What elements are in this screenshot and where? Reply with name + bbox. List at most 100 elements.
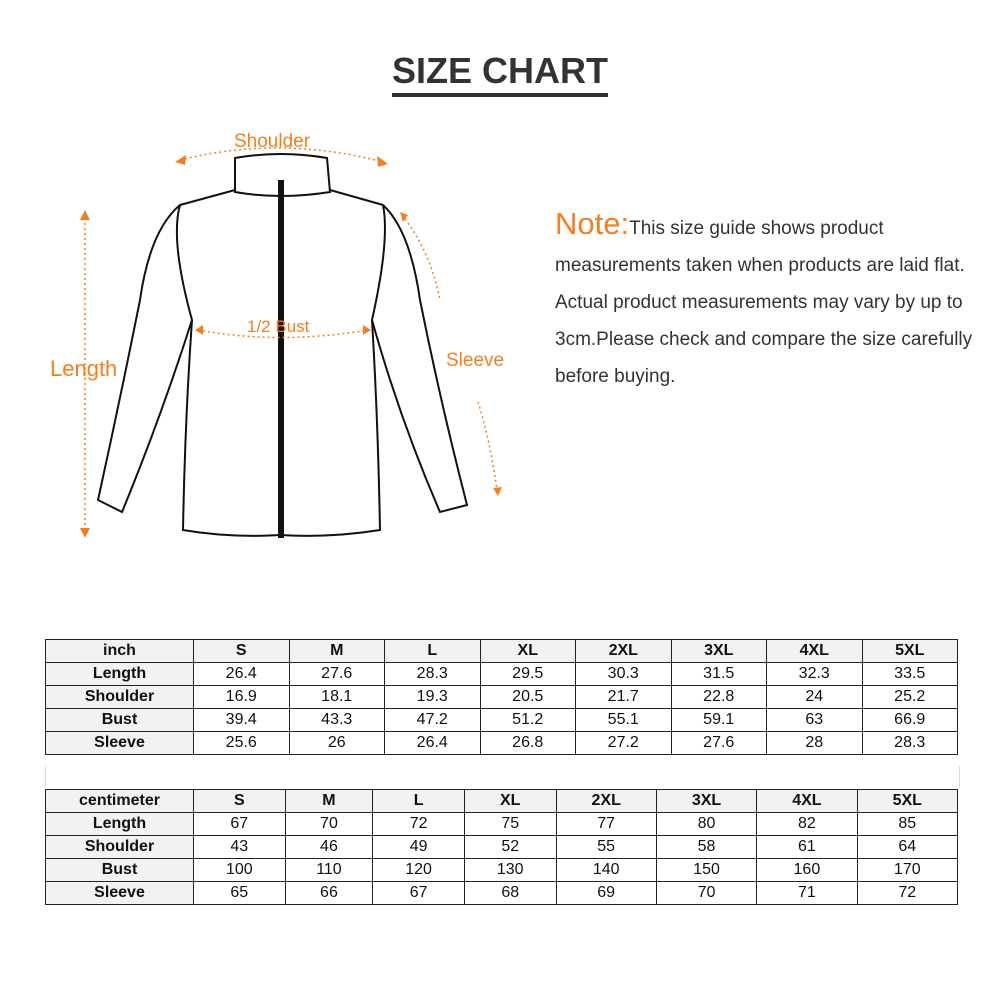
- size-header: 5XL: [861, 639, 958, 663]
- table-row: Sleeve 25.6 26 26.4 26.8 27.2 27.6 28 28.3: [45, 731, 958, 755]
- size-header: XL: [463, 789, 557, 813]
- row-label: Sleeve: [45, 881, 194, 905]
- value-cell: 26.8: [479, 731, 576, 755]
- inch-table: inch S M L XL 2XL 3XL 4XL 5XL Length 26.4 27.6 28.3 2…: [45, 639, 958, 755]
- sleeve-label: Sleeve: [446, 350, 505, 371]
- value-cell: 52: [463, 835, 557, 859]
- row-label: Shoulder: [45, 835, 194, 859]
- value-cell: 67: [193, 812, 286, 836]
- value-cell: 63: [766, 708, 863, 732]
- value-cell: 75: [463, 812, 557, 836]
- note-text: This size guide shows product measuremen…: [555, 218, 973, 387]
- jacket-left-sleeve: [96, 204, 193, 514]
- shoulder-label: Shoulder: [234, 131, 311, 152]
- row-label: Shoulder: [45, 685, 194, 709]
- jacket-right-sleeve: [371, 204, 469, 514]
- value-cell: 65: [193, 881, 286, 905]
- size-header: XL: [479, 639, 576, 663]
- value-cell: 61: [756, 835, 858, 859]
- value-cell: 21.7: [575, 685, 672, 709]
- value-cell: 33.5: [861, 662, 958, 686]
- value-cell: 29.5: [479, 662, 576, 686]
- value-cell: 22.8: [670, 685, 767, 709]
- value-cell: 19.3: [384, 685, 481, 709]
- value-cell: 68: [463, 881, 557, 905]
- row-label: Length: [45, 812, 194, 836]
- value-cell: 26.4: [193, 662, 290, 686]
- sleeve-arrow-lower: [477, 401, 498, 491]
- table-row: Length 26.4 27.6 28.3 29.5 30.3 31.5 32.3 33.5: [45, 662, 958, 686]
- table-row: Bust 100 110 120 130 140 150 160 170: [45, 858, 959, 882]
- shoulder-arrow: [179, 147, 384, 163]
- header-row: centimeter S M L XL 2XL 3XL 4XL 5XL: [45, 789, 959, 813]
- value-cell: 27.2: [575, 731, 672, 755]
- table-row: Length 67 70 72 75 77 80 82 85: [45, 812, 959, 836]
- table-spacer: [45, 766, 960, 788]
- value-cell: 59.1: [670, 708, 767, 732]
- value-cell: 16.9: [193, 685, 290, 709]
- value-cell: 46: [284, 835, 374, 859]
- value-cell: 30.3: [575, 662, 672, 686]
- title-text: SIZE CHART: [392, 50, 608, 97]
- bust-label: 1/2 Bust: [247, 317, 310, 336]
- value-cell: 150: [655, 858, 758, 882]
- value-cell: 70: [284, 812, 374, 836]
- value-cell: 39.4: [193, 708, 290, 732]
- value-cell: 25.6: [193, 731, 290, 755]
- value-cell: 27.6: [288, 662, 385, 686]
- value-cell: 85: [856, 812, 959, 836]
- length-label: Length: [50, 356, 118, 381]
- size-header: M: [288, 639, 385, 663]
- size-header: S: [193, 639, 290, 663]
- value-cell: 24: [766, 685, 863, 709]
- note-heading: Note:: [555, 206, 630, 241]
- value-cell: 28.3: [384, 662, 481, 686]
- unit-cell: centimeter: [45, 789, 194, 813]
- value-cell: 72: [372, 812, 465, 836]
- value-cell: 77: [555, 812, 657, 836]
- value-cell: 70: [655, 881, 758, 905]
- value-cell: 43.3: [288, 708, 385, 732]
- value-cell: 66.9: [861, 708, 958, 732]
- note: Note:This size guide shows product measu…: [555, 205, 975, 395]
- value-cell: 55: [555, 835, 657, 859]
- size-header: L: [372, 789, 465, 813]
- size-header: 2XL: [555, 789, 657, 813]
- value-cell: 71: [756, 881, 858, 905]
- value-cell: 31.5: [670, 662, 767, 686]
- row-label: Bust: [45, 708, 194, 732]
- size-header: 2XL: [575, 639, 672, 663]
- table-row: Sleeve 65 66 67 68 69 70 71 72: [45, 881, 959, 905]
- jacket-collar: [234, 153, 332, 197]
- size-header: 3XL: [670, 639, 767, 663]
- value-cell: 160: [756, 858, 858, 882]
- size-header: L: [384, 639, 481, 663]
- size-header: 5XL: [856, 789, 959, 813]
- sleeve-arrow-upper: [401, 214, 441, 301]
- value-cell: 26.4: [384, 731, 481, 755]
- value-cell: 130: [463, 858, 557, 882]
- row-label: Length: [45, 662, 194, 686]
- value-cell: 69: [555, 881, 657, 905]
- row-label: Bust: [45, 858, 194, 882]
- size-header: 3XL: [655, 789, 758, 813]
- table-row: Shoulder 43 46 49 52 55 58 61 64: [45, 835, 959, 859]
- table-row: Bust 39.4 43.3 47.2 51.2 55.1 59.1 63 66.9: [45, 708, 958, 732]
- value-cell: 25.2: [861, 685, 958, 709]
- size-header: M: [284, 789, 374, 813]
- value-cell: 32.3: [766, 662, 863, 686]
- value-cell: 120: [372, 858, 465, 882]
- value-cell: 49: [372, 835, 465, 859]
- value-cell: 27.6: [670, 731, 767, 755]
- value-cell: 55.1: [575, 708, 672, 732]
- value-cell: 58: [655, 835, 758, 859]
- unit-cell: inch: [45, 639, 194, 663]
- jacket-illustration: [80, 147, 502, 538]
- value-cell: 67: [372, 881, 465, 905]
- value-cell: 170: [856, 858, 959, 882]
- value-cell: 51.2: [479, 708, 576, 732]
- value-cell: 110: [284, 858, 374, 882]
- value-cell: 18.1: [288, 685, 385, 709]
- value-cell: 28: [766, 731, 863, 755]
- centimeter-table: centimeter S M L XL 2XL 3XL 4XL 5XL Length 67 70 72 7…: [45, 789, 959, 905]
